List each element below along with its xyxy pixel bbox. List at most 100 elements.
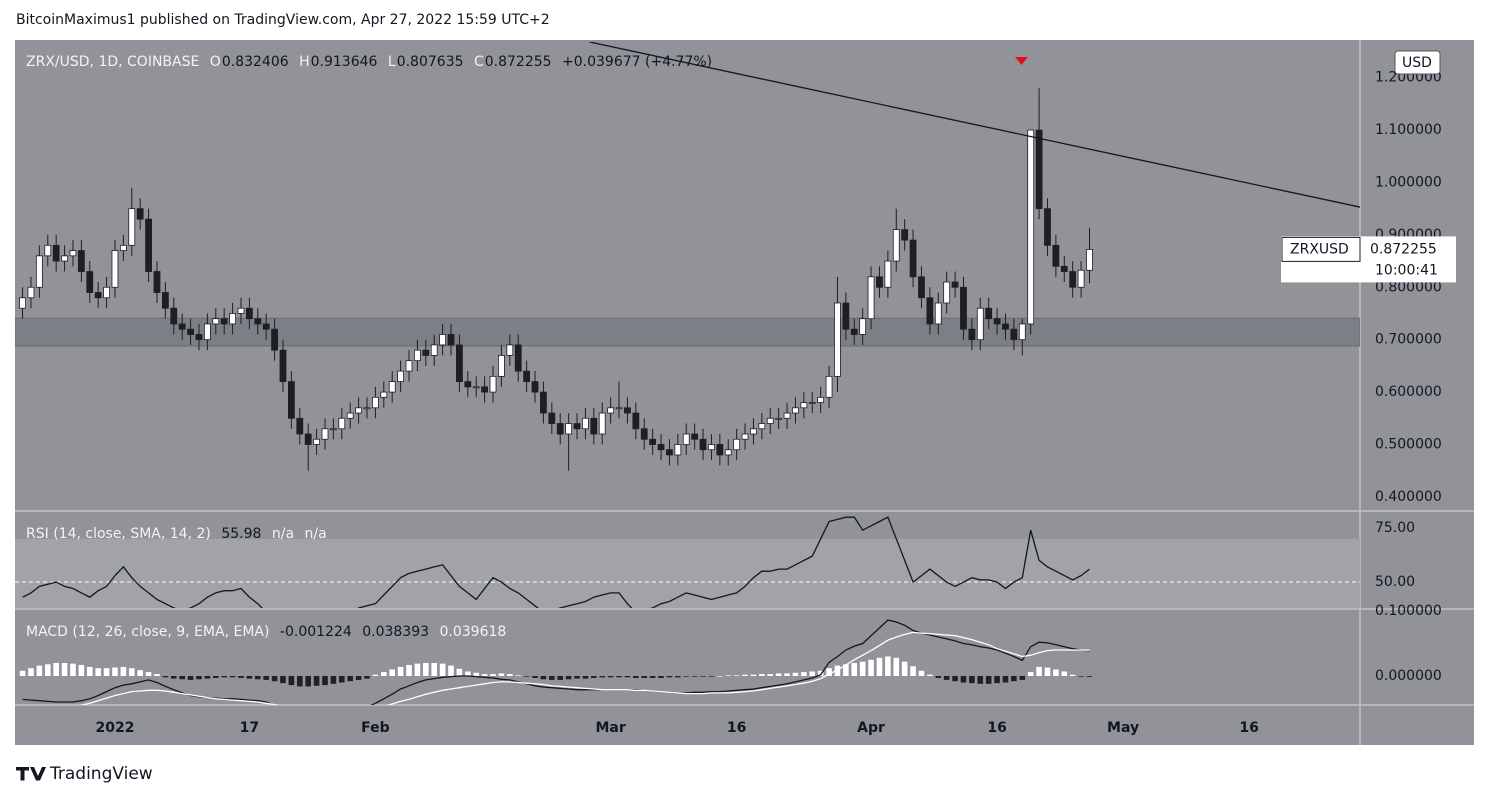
histogram-bar [364,675,370,679]
histogram-bar [985,675,992,684]
candle-body [220,318,228,325]
histogram-bar [70,663,76,676]
candle-body [716,444,724,456]
histogram-bar [843,664,849,676]
signal-arrow [1015,57,1028,65]
candle-body [212,318,220,325]
rsi-legend: RSI (14, close, SMA, 14, 2) 55.98 n/a n/… [26,526,333,542]
histogram-bar [885,656,891,676]
candle-body [94,292,102,299]
histogram-bar [1078,675,1084,677]
histogram-bar [859,661,866,676]
histogram-bar [994,675,1000,684]
histogram-bar [784,673,790,676]
histogram-bar [1053,669,1059,676]
candle-body [405,360,413,372]
histogram-bar [658,675,664,678]
candle-body [44,244,52,257]
y-tick-label: 0.600000 [1375,384,1442,400]
histogram-bar [599,675,606,678]
candle-body [195,334,203,341]
histogram-bar [532,675,538,678]
macd-readout: 0.039618 [439,624,507,640]
histogram-bar [322,675,328,686]
histogram-bar [280,675,286,684]
candle-body [985,307,993,320]
histogram-bar [725,675,732,676]
histogram-bar [448,665,454,676]
candle-body [523,370,531,383]
x-tick-label: 16 [1239,720,1258,736]
histogram-bar [826,668,832,676]
chart-background [15,40,1474,745]
histogram-bar [456,668,463,676]
candle-body [1052,244,1060,267]
histogram-bar [683,675,690,677]
candle-body [1018,323,1026,341]
histogram-bar [1002,675,1009,683]
candle-body [682,433,690,445]
candle-body [86,271,94,293]
countdown: 10:00:41 [1375,262,1438,278]
rsi-readout: 55.98 [221,526,262,542]
histogram-bar [969,675,975,684]
candle-body [993,318,1001,325]
candle-body [909,239,917,278]
histogram-bar [775,673,782,676]
ohlc-label: L [387,54,396,70]
macd-pane [19,619,1093,705]
histogram-bar [112,667,118,676]
candle-body [1035,129,1043,210]
histogram-bar [490,674,496,676]
candle-body [657,444,665,451]
logo-mark [16,767,46,781]
histogram-bar [851,662,858,676]
candle-body [321,428,329,440]
logo-text: TradingView [50,764,153,784]
histogram-bar [423,662,429,676]
trendline [589,42,1360,208]
candle-body [834,302,841,377]
x-tick-label: Apr [857,720,885,736]
histogram-bar [918,670,925,676]
ohlc-label: C [473,54,484,70]
candle-body [758,423,766,430]
rsi-band [15,538,1360,608]
candle-body [817,396,825,403]
candle-body [481,386,489,393]
histogram-bar [372,674,379,676]
candle-body [1069,271,1077,288]
candle-body [1086,249,1093,271]
change: +0.039677 (+4.77%) [562,54,713,70]
candle-body [624,407,631,414]
candle-body [296,417,304,435]
candle-body [582,417,589,430]
histogram-bar [809,671,816,676]
y-tick-label: 0.400000 [1375,489,1442,505]
histogram-bar [1027,672,1034,676]
signal-line [79,631,1090,705]
y-tick-label: 50.00 [1375,574,1415,590]
candle-body [271,328,278,351]
candle-body [103,286,110,299]
histogram-bar [565,675,572,680]
rsi-readout: n/a [271,526,295,542]
histogram-bar [330,675,337,684]
histogram-bar [36,665,43,676]
ohlc-label: H [299,54,310,70]
histogram-bar [162,675,169,678]
candle-body [422,349,430,356]
histogram-bar [910,666,916,676]
candle-body [355,407,363,414]
macd-title: MACD (12, 26, close, 9, EMA, EMA) [26,624,270,640]
candle-body [850,328,858,335]
candle-body [750,428,757,435]
macd-legend: MACD (12, 26, close, 9, EMA, EMA) -0.001… [26,624,512,640]
histogram-bar [170,675,177,679]
candle-body [363,407,371,410]
byline: BitcoinMaximus1 published on TradingView… [16,12,550,28]
histogram-bar [767,674,774,676]
histogram-bar [523,675,530,677]
histogram-bar [381,672,387,676]
candle-body [691,433,699,440]
